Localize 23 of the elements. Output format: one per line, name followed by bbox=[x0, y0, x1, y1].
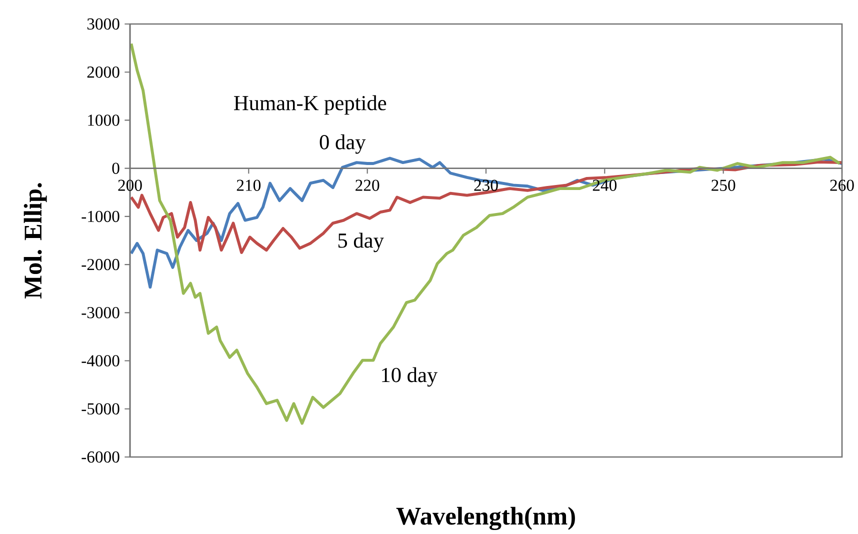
y-tick-label: 2000 bbox=[87, 66, 120, 78]
y-tick-label: 3000 bbox=[87, 18, 120, 30]
x-tick-label: 250 bbox=[712, 180, 736, 191]
y-tick-label: -1000 bbox=[82, 210, 120, 222]
x-tick-label: 210 bbox=[236, 180, 261, 191]
x-axis-title: Wavelength(nm) bbox=[396, 506, 575, 530]
y-tick-label: 1000 bbox=[88, 114, 120, 126]
x-tick-label: 200 bbox=[118, 180, 142, 191]
y-tick-label: 0 bbox=[112, 162, 120, 174]
y-tick-label: -4000 bbox=[82, 355, 120, 366]
y-tick-label: -6000 bbox=[82, 451, 120, 463]
series-label: 5 day bbox=[338, 232, 384, 252]
y-axis-title: Mol. Ellip. bbox=[24, 183, 47, 298]
y-tick-label: -2000 bbox=[82, 258, 120, 270]
x-tick-label: 230 bbox=[474, 180, 498, 191]
x-tick-label: 240 bbox=[592, 180, 617, 191]
annotation: Human-K peptide bbox=[234, 95, 386, 115]
x-tick-label: 260 bbox=[830, 180, 854, 191]
series-label: 10 day bbox=[382, 367, 438, 387]
x-tick-label: 220 bbox=[356, 180, 380, 191]
y-tick-label: -5000 bbox=[82, 403, 120, 415]
y-tick-label: -3000 bbox=[82, 307, 120, 318]
series-label: 0 day bbox=[320, 134, 366, 154]
